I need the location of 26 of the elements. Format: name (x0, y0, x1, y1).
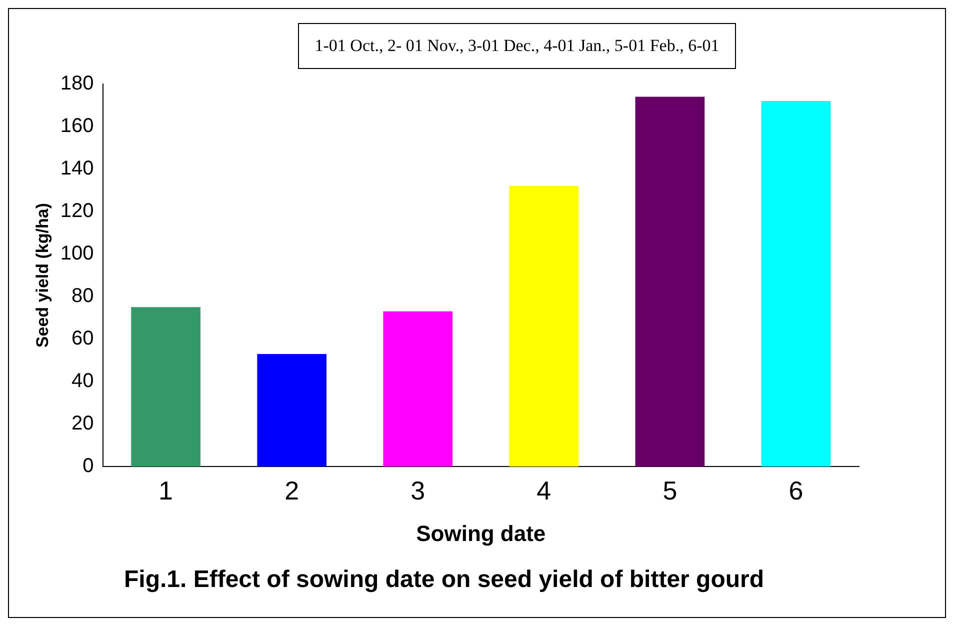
y-tick-label: 140 (60, 158, 94, 180)
y-tick-label: 180 (60, 72, 94, 95)
y-tick-label: 60 (72, 328, 94, 350)
bar (635, 96, 705, 467)
y-tick-label: 120 (60, 200, 94, 222)
y-tick-label: 40 (72, 370, 94, 392)
x-axis-title: Sowing date (416, 521, 546, 546)
x-tick-label: 1 (158, 475, 174, 506)
bar (257, 354, 326, 467)
bar (761, 101, 831, 467)
text: Fig.1. Effect of sowing date on seed yield of bitter gourd (124, 566, 764, 594)
x-tick-label: 4 (536, 475, 552, 506)
x-tick-label: 2 (284, 475, 300, 506)
text: 1-01 Oct., 2- 01 Nov., 3-01 Dec., 4-01 Jan., 5-01 Feb., 6-01 (298, 23, 736, 69)
y-tick-label: 80 (72, 285, 94, 308)
x-tick-label: 3 (410, 475, 426, 506)
bar (383, 311, 453, 467)
y-tick-label: 160 (60, 115, 94, 138)
y-tick-label: 100 (60, 242, 94, 265)
x-tick-label: 5 (662, 475, 678, 506)
bar (509, 186, 579, 467)
y-tick-label: 20 (72, 412, 94, 435)
x-tick-label: 6 (788, 475, 804, 506)
bar (131, 307, 200, 467)
y-axis-title: Seed yield (kg/ha) (32, 203, 52, 348)
y-tick-label: 0 (82, 455, 94, 478)
